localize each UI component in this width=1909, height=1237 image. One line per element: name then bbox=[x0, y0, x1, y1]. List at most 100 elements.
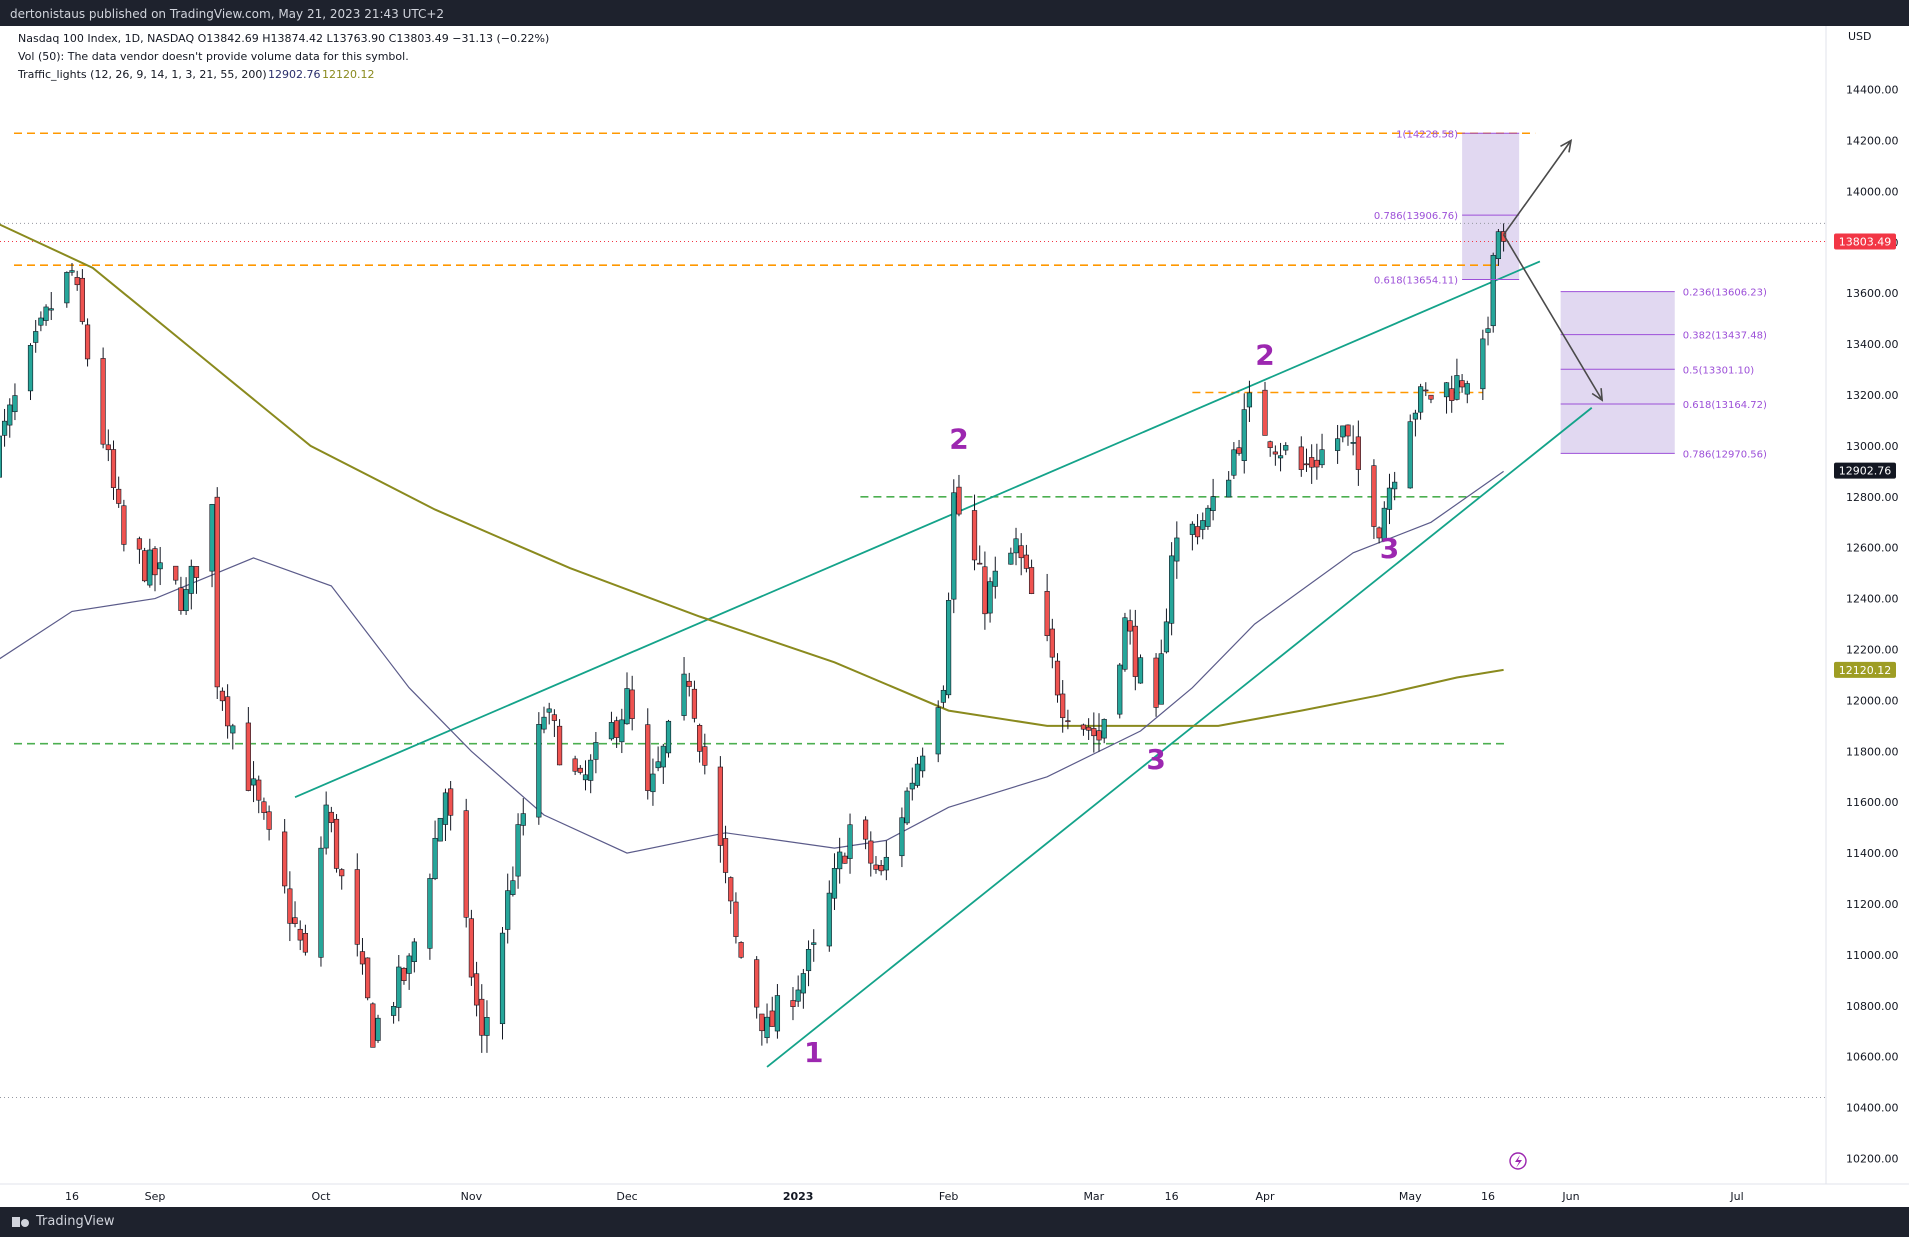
candle[interactable] bbox=[64, 271, 70, 308]
candle[interactable] bbox=[940, 685, 947, 708]
candle[interactable] bbox=[883, 840, 889, 881]
candle[interactable] bbox=[302, 924, 309, 956]
candle[interactable] bbox=[733, 892, 739, 944]
candle[interactable] bbox=[1267, 440, 1273, 457]
candle[interactable] bbox=[411, 938, 417, 973]
candle[interactable] bbox=[1272, 445, 1278, 466]
candle[interactable] bbox=[1371, 459, 1377, 539]
candle[interactable] bbox=[219, 687, 226, 711]
candle[interactable] bbox=[593, 731, 599, 774]
candle[interactable] bbox=[1231, 442, 1237, 480]
candle[interactable] bbox=[868, 831, 874, 877]
candle[interactable] bbox=[100, 347, 106, 449]
candle[interactable] bbox=[105, 429, 111, 462]
candle[interactable] bbox=[33, 319, 39, 353]
candle[interactable] bbox=[188, 559, 194, 610]
candle[interactable] bbox=[728, 876, 734, 914]
candle[interactable] bbox=[1194, 514, 1201, 545]
candle[interactable] bbox=[1319, 433, 1325, 469]
bullish-projection-arrow[interactable] bbox=[1502, 139, 1573, 236]
candle[interactable] bbox=[463, 798, 469, 928]
candle[interactable] bbox=[12, 383, 18, 421]
candle[interactable] bbox=[427, 873, 433, 960]
candle[interactable] bbox=[1158, 639, 1164, 705]
candle[interactable] bbox=[738, 941, 744, 959]
candle[interactable] bbox=[1236, 439, 1242, 456]
candle[interactable] bbox=[1210, 478, 1216, 521]
wave-label[interactable]: 1 bbox=[804, 1036, 823, 1069]
candle[interactable] bbox=[1449, 375, 1455, 413]
candle[interactable] bbox=[359, 937, 366, 975]
candle[interactable] bbox=[157, 546, 163, 586]
wave-label[interactable]: 2 bbox=[949, 422, 968, 455]
candle[interactable] bbox=[1226, 471, 1232, 498]
candle[interactable] bbox=[214, 487, 220, 699]
candle[interactable] bbox=[1480, 329, 1486, 401]
ma-200-line[interactable] bbox=[0, 222, 1504, 727]
candle[interactable] bbox=[193, 566, 200, 594]
candle[interactable] bbox=[390, 1001, 397, 1024]
candle[interactable] bbox=[297, 920, 303, 951]
candle[interactable] bbox=[1386, 473, 1393, 525]
candle[interactable] bbox=[468, 909, 474, 986]
candle[interactable] bbox=[956, 474, 962, 517]
candle[interactable] bbox=[1101, 718, 1107, 744]
candle[interactable] bbox=[333, 814, 340, 873]
candle[interactable] bbox=[499, 926, 506, 1040]
candle[interactable] bbox=[287, 871, 293, 942]
candle[interactable] bbox=[448, 781, 454, 831]
candle[interactable] bbox=[759, 1013, 765, 1046]
candle[interactable] bbox=[1008, 547, 1014, 565]
candle[interactable] bbox=[1417, 383, 1424, 420]
candle[interactable] bbox=[546, 702, 552, 725]
candle[interactable] bbox=[178, 576, 184, 615]
candle[interactable] bbox=[665, 719, 672, 758]
candle[interactable] bbox=[0, 430, 2, 490]
candle[interactable] bbox=[365, 957, 371, 1001]
candle[interactable] bbox=[370, 1002, 376, 1048]
candle[interactable] bbox=[811, 929, 817, 962]
candle[interactable] bbox=[572, 755, 578, 776]
bearish-projection-arrow[interactable] bbox=[1502, 234, 1604, 402]
candle[interactable] bbox=[209, 503, 215, 588]
candle[interactable] bbox=[624, 672, 630, 725]
candle[interactable] bbox=[1355, 420, 1361, 486]
candle[interactable] bbox=[1412, 409, 1419, 437]
candle[interactable] bbox=[515, 813, 521, 889]
candle[interactable] bbox=[1153, 653, 1159, 717]
candle[interactable] bbox=[1018, 533, 1024, 576]
candle[interactable] bbox=[987, 577, 993, 623]
candle[interactable] bbox=[1350, 425, 1356, 456]
price-axis[interactable] bbox=[1826, 26, 1909, 1184]
candle[interactable] bbox=[1485, 316, 1491, 346]
candle[interactable] bbox=[323, 791, 329, 855]
candle[interactable] bbox=[479, 984, 485, 1053]
candle[interactable] bbox=[396, 954, 402, 1022]
candle[interactable] bbox=[650, 758, 656, 806]
candle[interactable] bbox=[1495, 228, 1502, 266]
candle[interactable] bbox=[702, 733, 708, 775]
candle[interactable] bbox=[1163, 608, 1170, 654]
candle[interactable] bbox=[1137, 654, 1144, 684]
candle[interactable] bbox=[873, 856, 879, 874]
candle[interactable] bbox=[432, 820, 438, 881]
candle[interactable] bbox=[681, 657, 687, 721]
candle[interactable] bbox=[541, 706, 547, 734]
candle[interactable] bbox=[577, 765, 583, 775]
candle[interactable] bbox=[1013, 527, 1019, 566]
candle[interactable] bbox=[945, 592, 952, 699]
candle[interactable] bbox=[1091, 712, 1097, 753]
candle[interactable] bbox=[904, 787, 910, 826]
candle[interactable] bbox=[79, 269, 85, 325]
candle[interactable] bbox=[920, 747, 926, 778]
candle[interactable] bbox=[1277, 442, 1284, 472]
candle[interactable] bbox=[629, 675, 635, 731]
candle[interactable] bbox=[318, 836, 324, 967]
candle[interactable] bbox=[230, 723, 236, 750]
candle[interactable] bbox=[769, 996, 775, 1027]
candle[interactable] bbox=[1205, 505, 1211, 530]
candle[interactable] bbox=[110, 440, 117, 500]
candle[interactable] bbox=[1132, 609, 1138, 691]
candle[interactable] bbox=[660, 743, 666, 784]
candle[interactable] bbox=[484, 1000, 490, 1053]
